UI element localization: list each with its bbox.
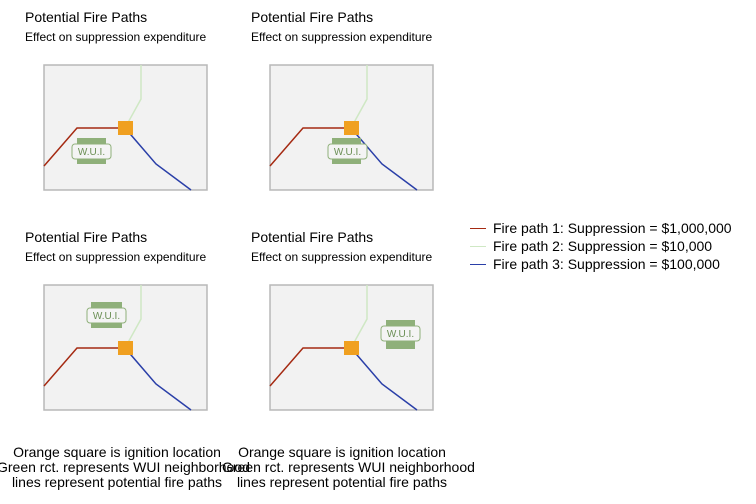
fire-path-3-line (124, 347, 192, 411)
ignition-square (118, 341, 133, 355)
fire-path-1-swatch (470, 228, 486, 229)
panel-subtitle: Effect on suppression expenditure (25, 30, 207, 44)
fire-map: W.U.I. (269, 64, 434, 191)
wui-label: W.U.I. (334, 147, 361, 158)
wui-label: W.U.I. (78, 147, 105, 158)
ignition-square (344, 341, 359, 355)
diagram-panel-1: Potential Fire Paths Effect on suppressi… (25, 9, 251, 199)
fire-path-1-line (43, 347, 125, 387)
panel-subtitle: Effect on suppression expenditure (251, 30, 433, 44)
fire-path-2-line (350, 285, 368, 349)
wui-neighborhood: W.U.I. (86, 302, 127, 328)
panel-subtitle: Effect on suppression expenditure (251, 250, 433, 264)
caption-line-1: Orange square is ignition location (13, 444, 221, 460)
legend-label: Fire path 2: Suppression = $10,000 (493, 238, 713, 254)
caption-line-3: lines represent potential fire paths (236, 474, 448, 490)
panel-title: Potential Fire Paths (251, 9, 374, 25)
fire-path-2-line (350, 65, 368, 129)
diagram-panel-2: Potential Fire Paths Effect on suppressi… (251, 9, 477, 199)
caption-line-3: lines represent potential fire paths (11, 474, 223, 490)
legend-label: Fire path 3: Suppression = $100,000 (493, 256, 720, 272)
fire-path-3-line (350, 347, 418, 411)
wui-label: W.U.I. (93, 311, 120, 322)
wui-neighborhood: W.U.I. (380, 320, 421, 349)
fire-path-1-line (269, 347, 351, 387)
panel-title: Potential Fire Paths (25, 229, 148, 245)
wui-label: W.U.I. (387, 329, 414, 340)
caption-left: Orange square is ignition location Green… (0, 444, 250, 490)
fire-map: W.U.I. (43, 64, 208, 191)
caption-line-2: Green rct. represents WUI neighborhood (0, 459, 250, 475)
caption-right: Orange square is ignition location Green… (222, 444, 475, 490)
wui-neighborhood: W.U.I. (327, 138, 368, 164)
caption-line-2: Green rct. represents WUI neighborhood (222, 459, 475, 475)
panel-title: Potential Fire Paths (25, 9, 148, 25)
fire-path-3-line (124, 127, 192, 191)
ignition-square (344, 121, 359, 135)
fire-path-1-line (43, 127, 125, 167)
fire-map: W.U.I. (269, 284, 434, 411)
diagram-panel-3: Potential Fire Paths Effect on suppressi… (25, 229, 251, 419)
fire-path-2-line (124, 65, 142, 129)
fire-map: W.U.I. (43, 284, 208, 411)
diagram-panel-4: Potential Fire Paths Effect on suppressi… (251, 229, 477, 419)
legend-label: Fire path 1: Suppression = $1,000,000 (493, 220, 732, 236)
ignition-square (118, 121, 133, 135)
fire-path-2-line (124, 285, 142, 349)
caption-line-1: Orange square is ignition location (238, 444, 446, 460)
fire-path-1-line (269, 127, 351, 167)
fire-path-3-swatch (470, 264, 486, 265)
wui-neighborhood: W.U.I. (71, 138, 112, 164)
panel-title: Potential Fire Paths (251, 229, 374, 245)
fire-path-2-swatch (470, 246, 486, 247)
fire-path-3-line (350, 127, 418, 191)
panel-subtitle: Effect on suppression expenditure (25, 250, 207, 264)
